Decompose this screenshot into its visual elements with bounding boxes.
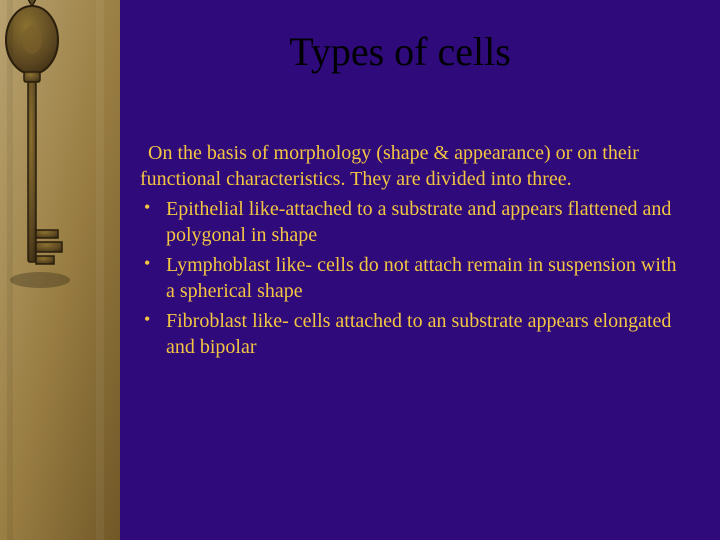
sidebar-key-image — [0, 0, 120, 540]
slide: Types of cells On the basis of morpholog… — [0, 0, 720, 540]
intro-paragraph: On the basis of morphology (shape & appe… — [140, 140, 680, 192]
slide-body: On the basis of morphology (shape & appe… — [140, 140, 680, 364]
list-item: Lymphoblast like- cells do not attach re… — [140, 252, 680, 304]
bullet-list: Epithelial like-attached to a substrate … — [140, 196, 680, 360]
key-illustration — [0, 0, 120, 540]
list-item: Epithelial like-attached to a substrate … — [140, 196, 680, 248]
slide-title: Types of cells — [120, 28, 680, 75]
list-item: Fibroblast like- cells attached to an su… — [140, 308, 680, 360]
